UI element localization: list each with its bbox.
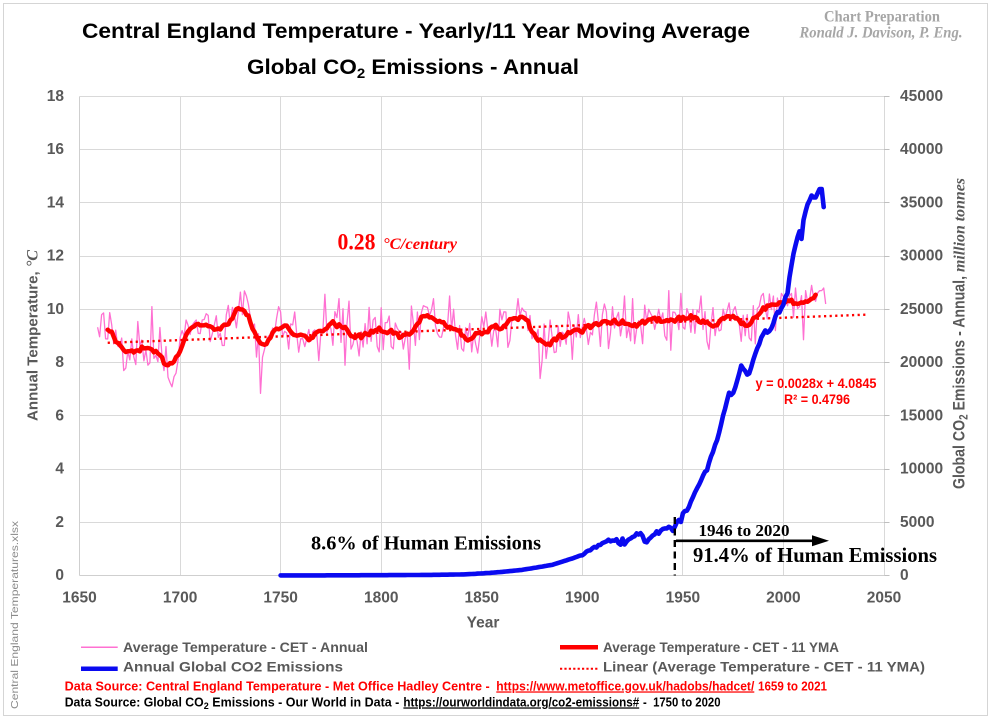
svg-text:Emissions - Our World in Data: Emissions - Our World in Data - [209, 695, 399, 709]
svg-text:1659 to 2021: 1659 to 2021 [758, 679, 827, 693]
svg-text:15000: 15000 [900, 407, 943, 424]
svg-text:2050: 2050 [867, 589, 901, 606]
svg-text:1950: 1950 [666, 589, 700, 606]
svg-text:45000: 45000 [900, 88, 943, 105]
svg-text:25000: 25000 [900, 301, 943, 318]
svg-text:30000: 30000 [900, 248, 943, 265]
svg-text:Annual Temperature, °C: Annual Temperature, °C [25, 250, 42, 421]
svg-text:0: 0 [55, 567, 64, 584]
svg-text:91.4% of Human Emissions: 91.4% of Human Emissions [693, 543, 937, 567]
svg-text:4: 4 [55, 461, 64, 478]
svg-text:Ronald J. Davison, P. Eng.: Ronald J. Davison, P. Eng. [799, 25, 963, 42]
svg-text:Global CO2 Emissions - Annual,: Global CO2 Emissions - Annual, [951, 276, 971, 489]
svg-text:R² = 0.4796: R² = 0.4796 [784, 392, 850, 407]
svg-text:Central England Temperature -: Central England Temperature - Yearly/11 … [82, 20, 750, 43]
svg-text:1750: 1750 [263, 589, 297, 606]
svg-text:8.6% of Human Emissions: 8.6% of Human Emissions [311, 533, 541, 555]
svg-text:1700: 1700 [163, 589, 197, 606]
svg-text:12: 12 [47, 248, 64, 265]
svg-text:https://www.metoffice.gov.uk/h: https://www.metoffice.gov.uk/hadobs/hadc… [496, 679, 754, 693]
svg-text:35000: 35000 [900, 195, 943, 212]
svg-text:6: 6 [55, 407, 64, 424]
svg-text:Central England Temperatures.x: Central England Temperatures.xlsx [9, 520, 21, 709]
svg-text:10: 10 [47, 301, 64, 318]
svg-text:0: 0 [900, 567, 909, 584]
svg-text:14: 14 [47, 195, 65, 212]
svg-text:y = 0.0028x + 4.0845: y = 0.0028x + 4.0845 [756, 376, 877, 391]
svg-text:20000: 20000 [900, 354, 943, 371]
svg-text:Average Temperature - CET - An: Average Temperature - CET - Annual [123, 639, 368, 655]
svg-text:1900: 1900 [565, 589, 599, 606]
svg-text:Data Source: Central England T: Data Source: Central England Temperature… [65, 679, 490, 693]
svg-text:Annual Global CO2 Emissions: Annual Global CO2 Emissions [123, 659, 343, 675]
svg-text:Data Source: Global CO: Data Source: Global CO [65, 695, 204, 709]
svg-text:Linear (Average Temperature -: Linear (Average Temperature - CET - 11 Y… [603, 659, 925, 675]
svg-text:5000: 5000 [900, 514, 934, 531]
svg-text:- 1750 to 2020: - 1750 to 2020 [643, 695, 721, 709]
svg-text:1800: 1800 [364, 589, 398, 606]
svg-text:2: 2 [204, 701, 209, 711]
svg-text:Global CO2 Emissions - Annual: Global CO 2 Emissions - Annual [247, 56, 579, 81]
svg-text:Year: Year [467, 615, 500, 632]
svg-text:Chart Preparation: Chart Preparation [824, 9, 940, 26]
svg-text:million tonnes: million tonnes [952, 178, 969, 272]
svg-text:1650: 1650 [62, 589, 96, 606]
svg-text:2000: 2000 [766, 589, 800, 606]
svg-text:8: 8 [55, 354, 64, 371]
svg-text:1946 to 2020: 1946 to 2020 [699, 521, 790, 540]
svg-text:16: 16 [47, 141, 65, 158]
svg-text:18: 18 [47, 88, 65, 105]
svg-text:40000: 40000 [900, 141, 943, 158]
svg-text:2: 2 [55, 514, 64, 531]
svg-text:10000: 10000 [900, 461, 943, 478]
svg-text:°C/century: °C/century [383, 236, 458, 253]
svg-text:Average Temperature - CET - 11: Average Temperature - CET - 11 YMA [603, 639, 839, 655]
svg-text:0.28: 0.28 [338, 230, 376, 255]
svg-text:https://ourworldindata.org/co2: https://ourworldindata.org/co2-emissions… [403, 695, 639, 709]
svg-text:1850: 1850 [465, 589, 499, 606]
